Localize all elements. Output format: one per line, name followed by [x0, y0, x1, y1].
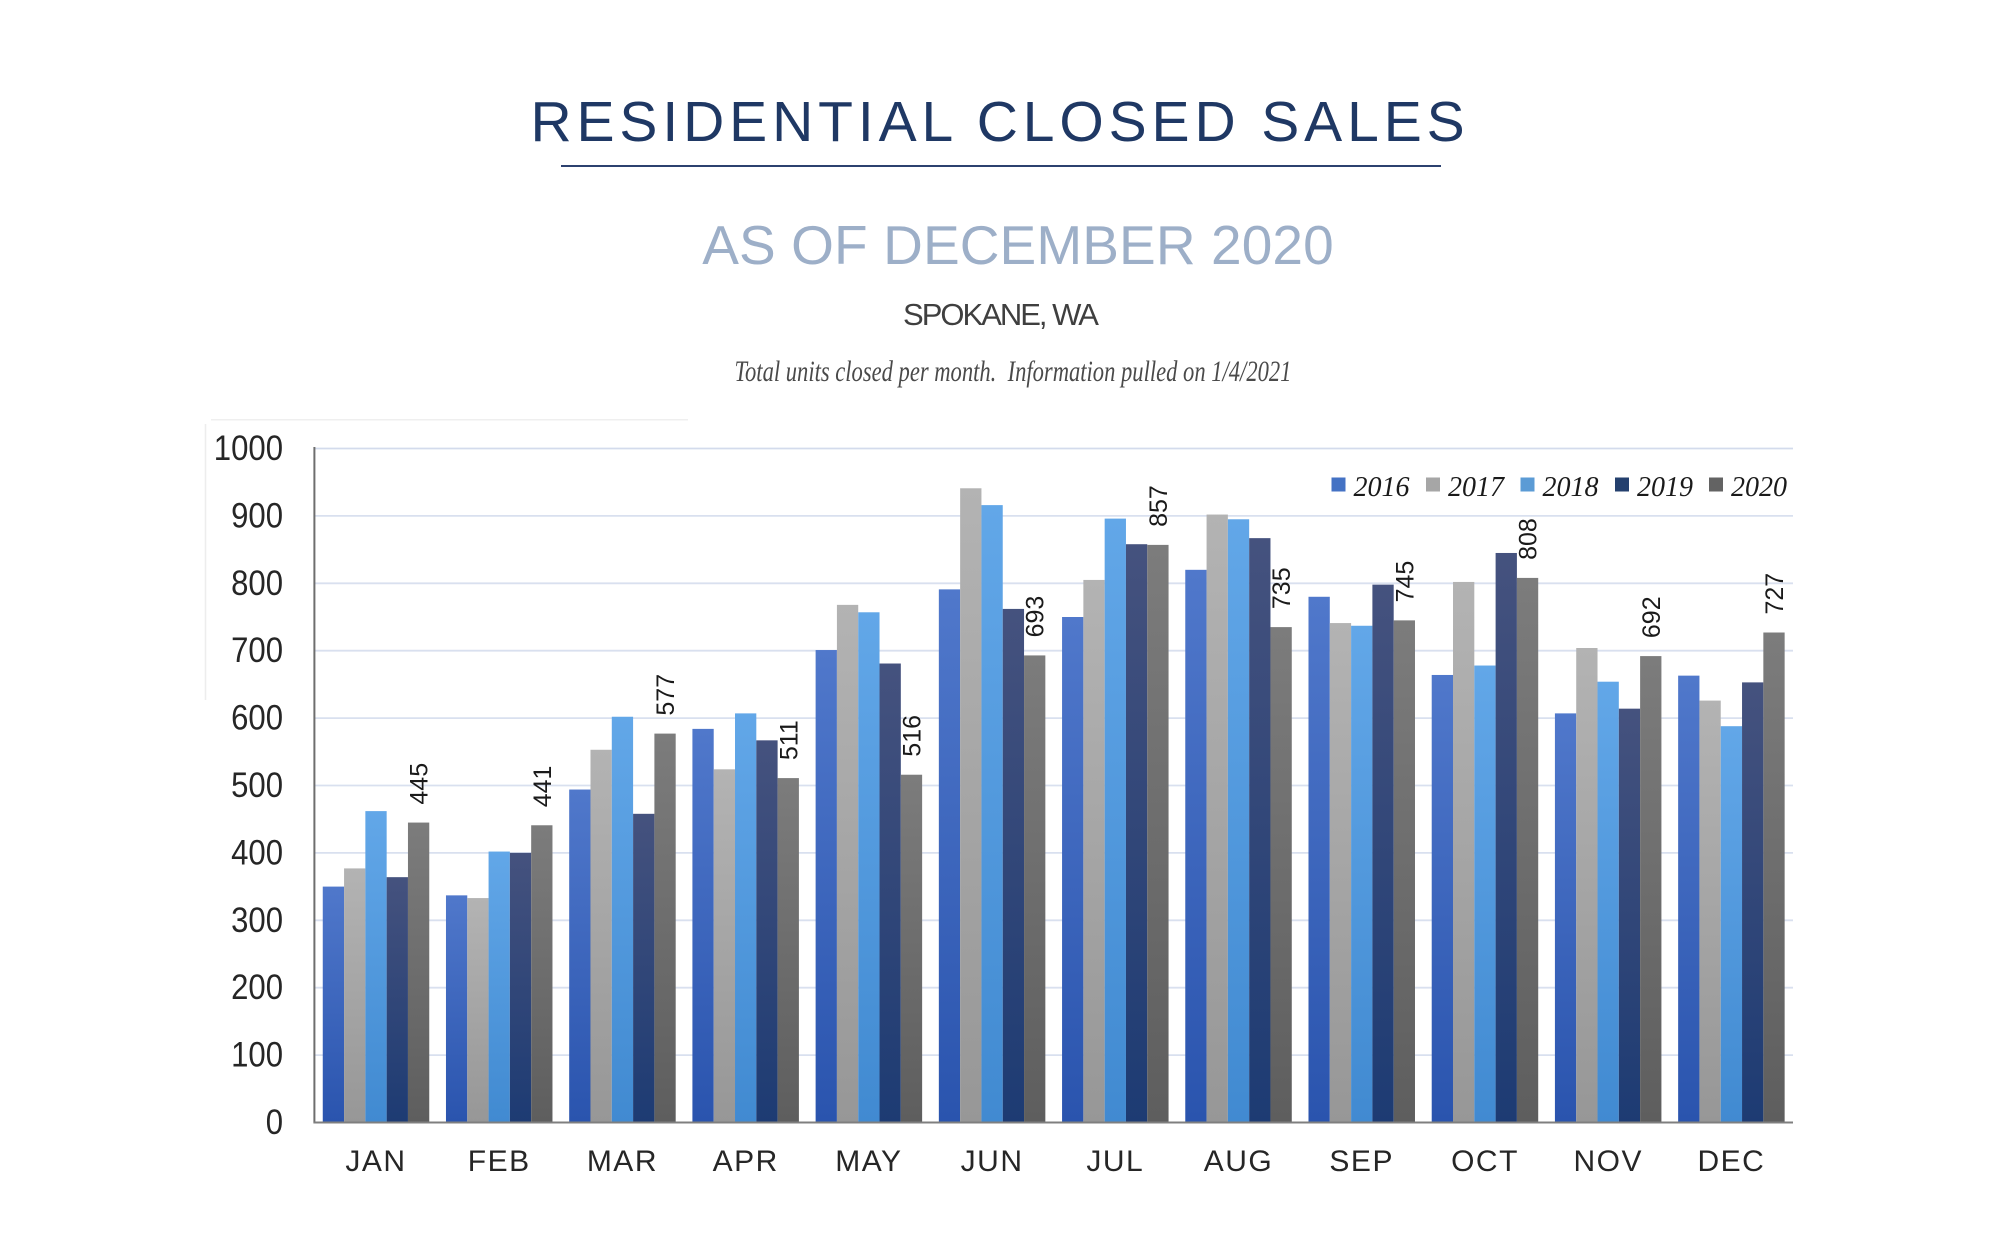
svg-text:MAY: MAY	[835, 1145, 902, 1178]
svg-text:857: 857	[1145, 485, 1173, 527]
svg-text:300: 300	[231, 901, 283, 940]
svg-text:APR: APR	[713, 1145, 779, 1178]
svg-text:511: 511	[775, 720, 803, 760]
svg-text:445: 445	[406, 763, 434, 805]
svg-text:0: 0	[266, 1103, 283, 1142]
svg-text:SEP: SEP	[1329, 1145, 1394, 1178]
svg-text:1000: 1000	[214, 429, 283, 468]
svg-text:700: 700	[231, 631, 283, 670]
svg-text:200: 200	[231, 968, 283, 1007]
svg-text:808: 808	[1515, 518, 1543, 560]
svg-text:693: 693	[1022, 596, 1050, 638]
svg-text:MAR: MAR	[587, 1145, 658, 1178]
svg-text:2020: 2020	[1731, 472, 1787, 503]
svg-text:727: 727	[1761, 573, 1789, 615]
svg-text:516: 516	[899, 715, 927, 757]
svg-text:JUN: JUN	[961, 1145, 1024, 1178]
svg-text:441: 441	[529, 766, 557, 808]
svg-text:692: 692	[1638, 596, 1666, 638]
svg-text:745: 745	[1391, 561, 1419, 603]
svg-text:2018: 2018	[1543, 472, 1599, 503]
svg-text:500: 500	[231, 766, 283, 805]
svg-text:JAN: JAN	[345, 1145, 406, 1178]
svg-text:FEB: FEB	[468, 1145, 531, 1178]
svg-text:NOV: NOV	[1573, 1145, 1643, 1178]
svg-text:JUL: JUL	[1086, 1145, 1144, 1178]
svg-text:DEC: DEC	[1697, 1145, 1765, 1178]
svg-text:800: 800	[231, 564, 283, 603]
svg-text:577: 577	[652, 674, 680, 716]
svg-text:900: 900	[231, 496, 283, 535]
svg-text:2016: 2016	[1354, 472, 1410, 503]
svg-text:2019: 2019	[1637, 472, 1693, 503]
svg-text:OCT: OCT	[1451, 1145, 1519, 1178]
svg-text:AUG: AUG	[1204, 1145, 1274, 1178]
svg-text:735: 735	[1268, 567, 1296, 609]
svg-text:100: 100	[231, 1036, 283, 1075]
svg-text:400: 400	[231, 833, 283, 872]
svg-text:2017: 2017	[1448, 472, 1505, 503]
svg-text:600: 600	[231, 699, 283, 738]
